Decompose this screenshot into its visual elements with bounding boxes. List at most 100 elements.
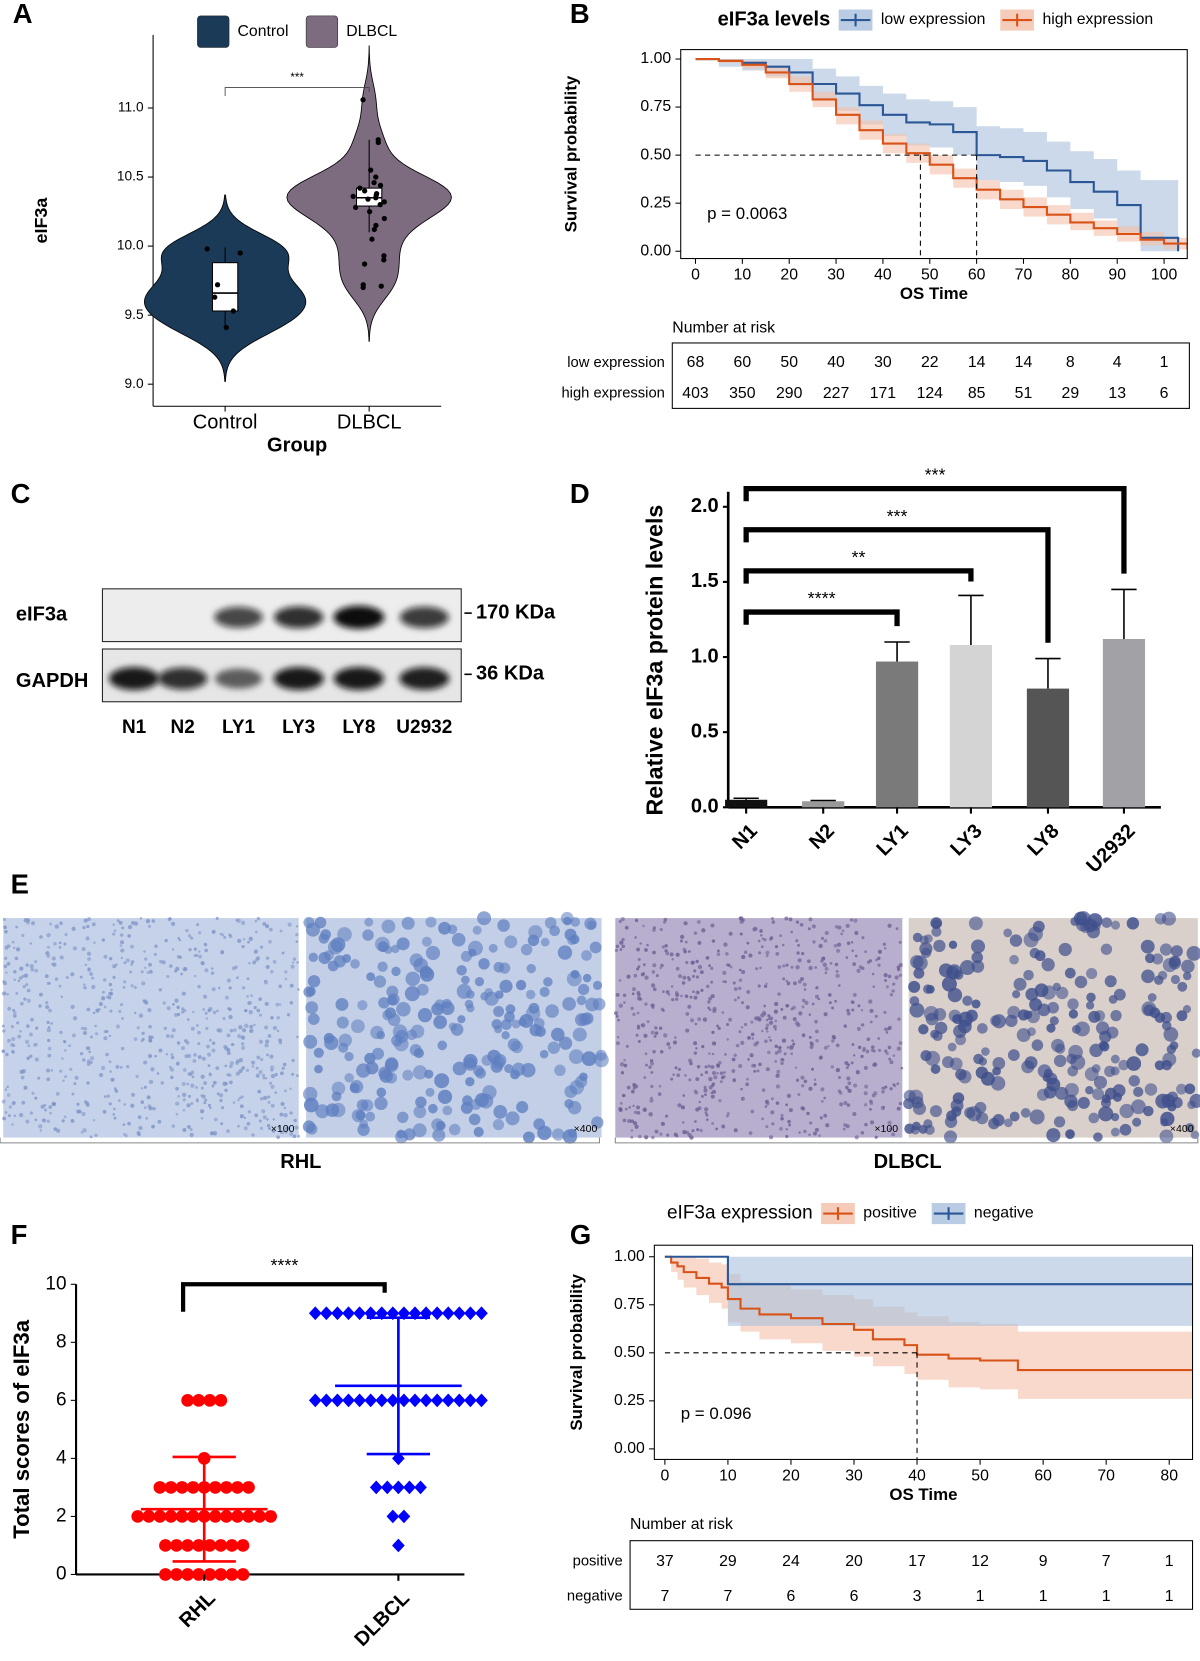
cell: [187, 1072, 192, 1076]
cell: [731, 1057, 736, 1062]
cell: [415, 1096, 427, 1108]
cell: [23, 997, 27, 1001]
cell: [698, 1100, 701, 1104]
cell: [758, 1062, 762, 1067]
point: [192, 1539, 206, 1552]
cell: [623, 1001, 626, 1004]
cell: [218, 1093, 224, 1098]
cell: [237, 1034, 242, 1039]
cell: [785, 1103, 788, 1107]
cell: [690, 1018, 695, 1023]
cell: [632, 1082, 637, 1087]
cell: [243, 1126, 248, 1131]
point: [381, 199, 387, 205]
cell: [172, 1002, 175, 1006]
significance-bracket: [224, 87, 370, 97]
y-axis-title: Survival probability: [567, 1273, 586, 1430]
point: [142, 1510, 156, 1523]
cell: [176, 1005, 180, 1010]
cell: [850, 1061, 854, 1065]
cell: [683, 921, 688, 926]
cell: [636, 1105, 640, 1110]
cell: [6, 992, 10, 996]
cell: [710, 994, 715, 999]
cell: [823, 1012, 828, 1017]
cell: [86, 951, 92, 956]
cell: [771, 1122, 775, 1126]
cell: [739, 919, 744, 924]
cell: [851, 1043, 855, 1046]
cell: [412, 1065, 428, 1080]
cell: [650, 1096, 653, 1100]
cell: [808, 1086, 813, 1091]
cell: [365, 1061, 379, 1075]
cell: [190, 1102, 194, 1105]
cell: [863, 1091, 868, 1096]
cell: [981, 1047, 990, 1056]
blot-band: [214, 668, 263, 689]
cell: [764, 1039, 768, 1043]
y-tick-label: 1.5: [691, 570, 719, 592]
point: [242, 1510, 255, 1523]
cell: [72, 946, 77, 951]
cell: [875, 958, 878, 962]
cell: [255, 1073, 260, 1078]
cell: [494, 1025, 503, 1034]
cell: [768, 1020, 774, 1025]
cell: [264, 1025, 269, 1030]
cell: [283, 1113, 288, 1118]
cell: [835, 969, 839, 973]
cell: [133, 921, 139, 926]
cell: [695, 975, 700, 979]
cell: [697, 964, 703, 970]
cell: [235, 918, 239, 922]
point: [231, 1510, 244, 1523]
cell: [738, 986, 742, 991]
cell: [221, 1106, 225, 1110]
cell: [102, 1109, 107, 1114]
risk-value: 12: [971, 1553, 989, 1570]
cell: [143, 1060, 148, 1065]
cell: [743, 950, 748, 954]
cell: [465, 989, 475, 999]
cell: [707, 1000, 711, 1004]
risk-value: 85: [968, 385, 986, 402]
cell: [1058, 942, 1072, 957]
cell: [563, 916, 572, 926]
cell: [740, 1087, 743, 1091]
cell: [64, 932, 68, 937]
cell: [165, 1034, 170, 1038]
point: [231, 1481, 244, 1494]
cell: [1152, 953, 1164, 965]
cell: [1009, 954, 1019, 965]
cell: [158, 988, 162, 992]
cell: [417, 1008, 433, 1023]
cell: [263, 980, 269, 985]
cell: [796, 951, 800, 955]
point: [352, 204, 359, 211]
cell: [260, 1057, 264, 1062]
cell: [1092, 1088, 1105, 1101]
cell: [103, 1095, 107, 1098]
plot-area: [664, 1255, 1193, 1399]
point: [212, 294, 218, 300]
cell: [1126, 1056, 1142, 1071]
cell: [649, 1059, 654, 1063]
cell: [726, 1038, 729, 1041]
cell: [22, 985, 26, 989]
cell: [547, 1041, 560, 1054]
cell: [82, 1058, 86, 1062]
cell: [145, 918, 151, 924]
cell: [687, 1132, 692, 1138]
cell: [581, 1051, 597, 1067]
cell: [34, 1042, 38, 1046]
cell: [738, 978, 743, 983]
cell: [295, 925, 299, 928]
cell: [711, 1052, 715, 1056]
cell: [584, 917, 597, 930]
cell: [248, 936, 253, 942]
cell: [1119, 1103, 1134, 1119]
point: [181, 1568, 194, 1581]
cell: [279, 1112, 284, 1117]
cell: [224, 1088, 228, 1093]
